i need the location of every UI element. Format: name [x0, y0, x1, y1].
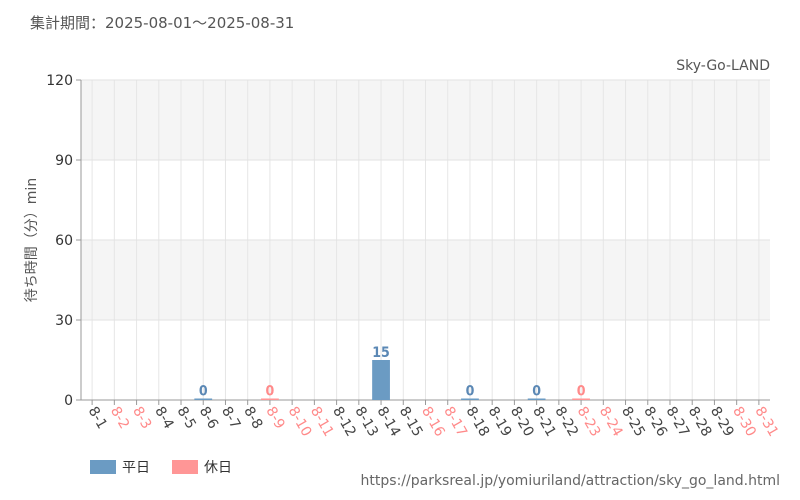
x-tick-label: 8-31	[751, 404, 781, 440]
period-label: 集計期間：2025-08-01～2025-08-31	[30, 14, 295, 32]
legend-item-weekday: 平日	[90, 457, 150, 477]
x-tick-label: 8-9	[262, 404, 287, 432]
x-tick-label: 8-7	[218, 404, 243, 432]
bar-value-label: 0	[466, 384, 475, 400]
y-axis-title: 待ち時間（分）min	[24, 178, 40, 302]
x-tick-label: 8-3	[129, 404, 154, 432]
bar	[572, 398, 590, 400]
legend-swatch-holiday	[172, 460, 198, 474]
bar	[461, 398, 479, 400]
bar	[261, 398, 279, 400]
y-tick-label: 120	[46, 73, 73, 89]
y-tick-label: 0	[64, 393, 73, 409]
x-tick-label: 8-6	[196, 404, 221, 432]
bar-value-label: 0	[199, 384, 208, 400]
y-tick-label: 60	[55, 233, 73, 249]
bar-value-label: 15	[372, 345, 390, 361]
bar	[372, 360, 390, 400]
legend-label-weekday: 平日	[122, 460, 150, 476]
y-tick-label: 30	[55, 313, 73, 329]
bar-value-label: 0	[532, 384, 541, 400]
x-tick-label: 8-2	[107, 404, 132, 432]
y-tick-label: 90	[55, 153, 73, 169]
bar	[194, 398, 213, 400]
legend-item-holiday: 休日	[172, 457, 232, 477]
chart-legend: 平日 休日	[90, 457, 254, 477]
x-tick-label: 8-5	[174, 404, 199, 432]
x-tick-label: 8-4	[151, 404, 176, 432]
bar-value-label: 0	[266, 384, 275, 400]
legend-label-holiday: 休日	[204, 460, 232, 476]
bar-value-label: 0	[577, 384, 586, 400]
x-tick-label: 8-1	[85, 404, 110, 432]
legend-swatch-weekday	[90, 460, 116, 474]
source-url: https://parksreal.jp/yomiuriland/attract…	[360, 473, 780, 489]
x-tick-label: 8-8	[240, 404, 265, 432]
attraction-name: Sky-Go-LAND	[676, 58, 770, 74]
bar	[527, 398, 546, 400]
